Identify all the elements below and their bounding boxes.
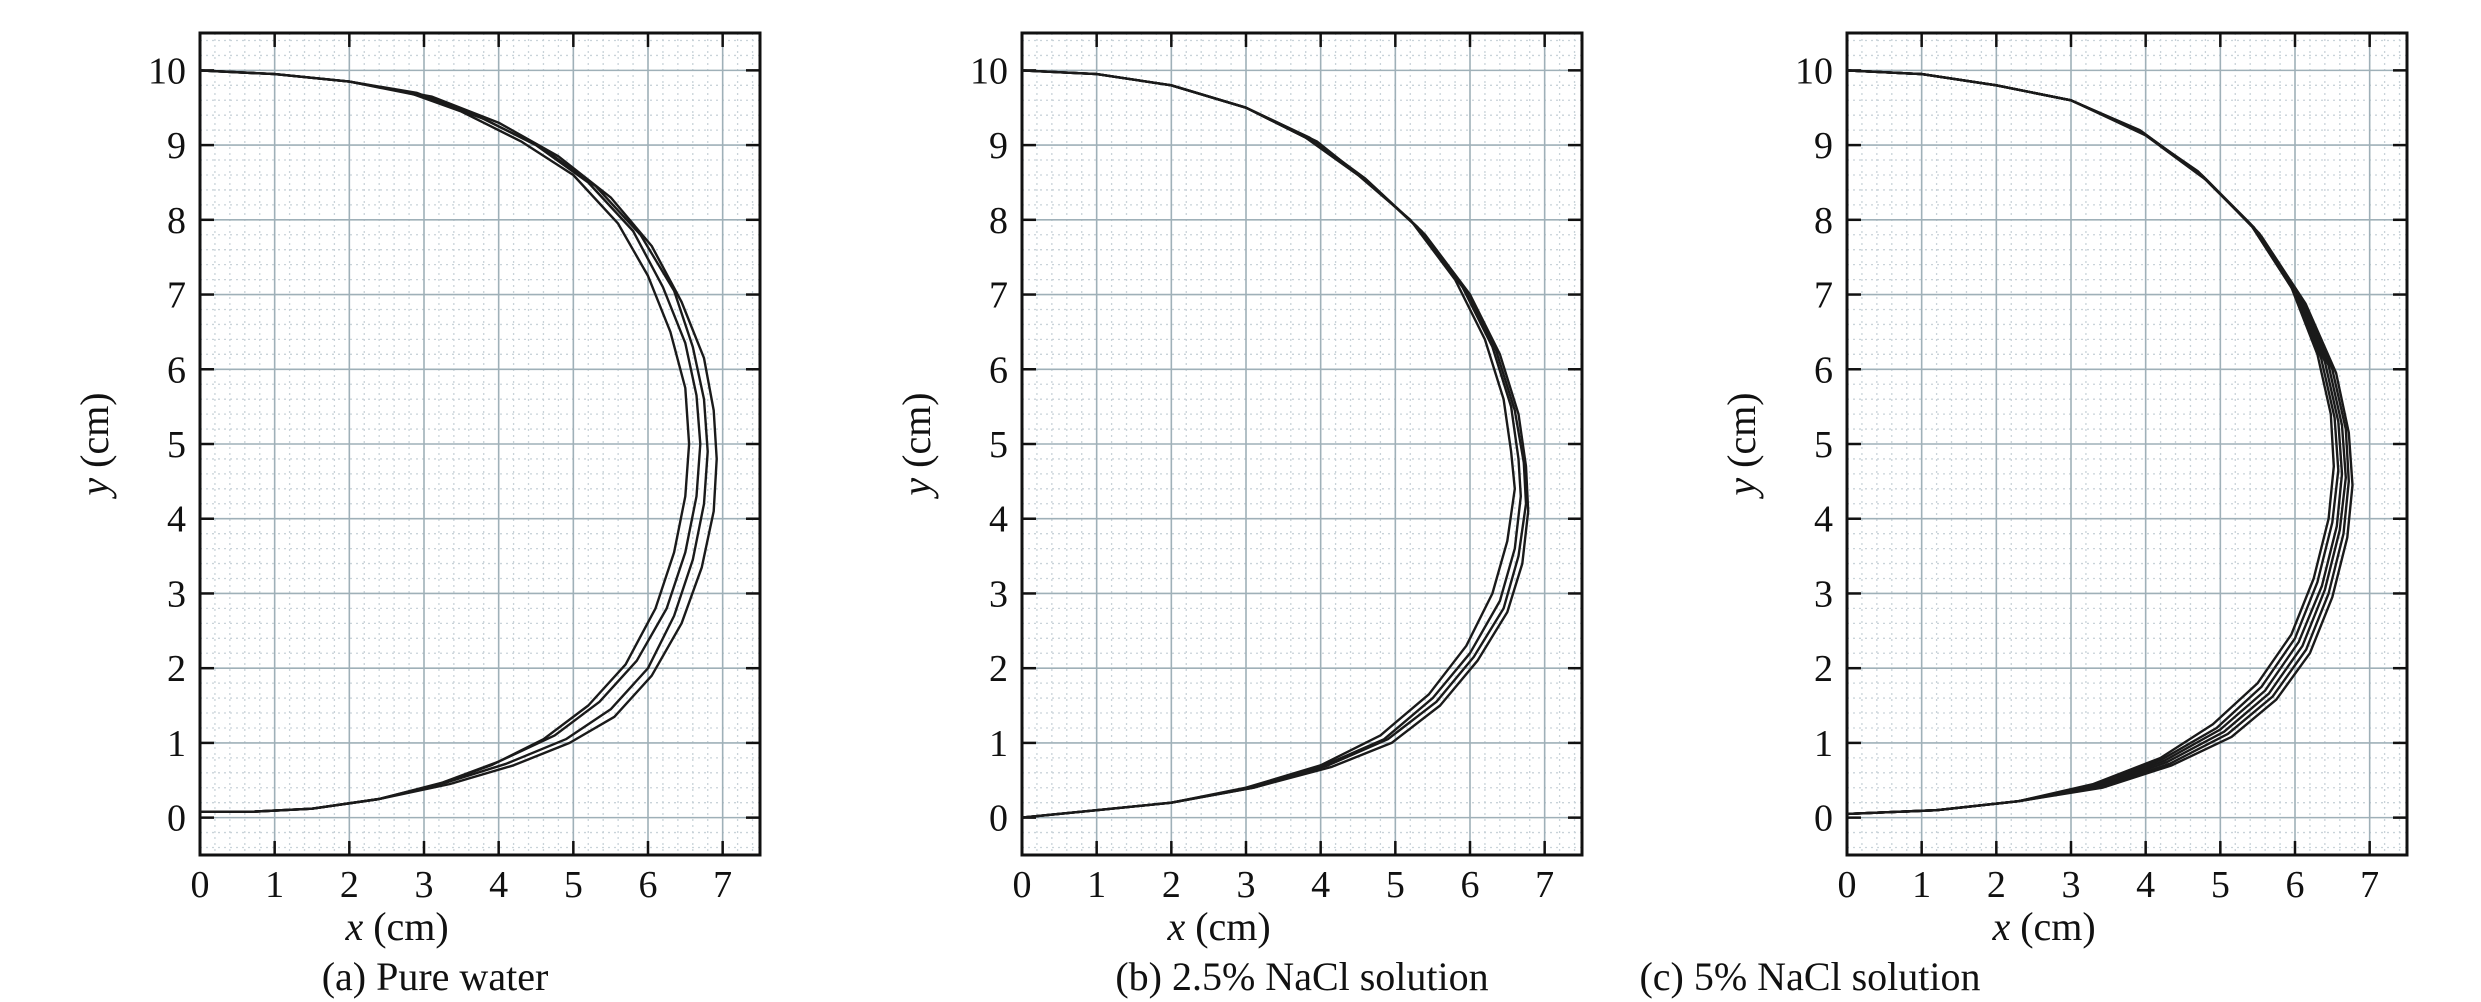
x-axis-label-unit: (cm) [363, 904, 449, 949]
y-axis-label-unit: (cm) [72, 392, 117, 478]
y-tick-label: 9 [167, 125, 186, 167]
y-tick-label: 5 [1814, 424, 1833, 466]
y-tick-label: 6 [167, 349, 186, 391]
y-tick-label: 3 [989, 573, 1008, 615]
y-tick-label: 4 [989, 499, 1008, 541]
x-tick-label: 3 [415, 864, 434, 906]
panel-caption: (b) 2.5% NaCl solution [1115, 954, 1488, 999]
series-line-1 [1846, 69, 2336, 816]
y-tick-label: 2 [989, 648, 1008, 690]
x-tick-label: 6 [2286, 864, 2305, 906]
x-axis-label-var: x [1166, 904, 1185, 949]
x-axis-label-unit: (cm) [1185, 904, 1271, 949]
y-tick-label: 6 [1814, 349, 1833, 391]
panel-caption: (c) 5% NaCl solution [1639, 954, 1980, 999]
x-tick-label: 4 [1311, 864, 1330, 906]
y-tick-label: 9 [989, 125, 1008, 167]
y-tick-label: 0 [989, 798, 1008, 840]
series-line-3 [199, 69, 709, 813]
y-tick-label: 3 [1814, 573, 1833, 615]
x-tick-label: 2 [1162, 864, 1181, 906]
y-tick-label: 7 [1814, 275, 1833, 317]
x-tick-label: 5 [1386, 864, 1405, 906]
x-tick-label: 6 [1461, 864, 1480, 906]
ticks [1845, 33, 2407, 855]
y-tick-label: 4 [1814, 499, 1833, 541]
ticks [1020, 33, 1582, 855]
y-tick-label: 10 [148, 50, 186, 92]
y-axis-label-unit: (cm) [1719, 392, 1764, 478]
series-line-6 [1846, 69, 2354, 816]
y-axis-label: y (cm) [1719, 392, 1764, 499]
y-tick-label: 10 [1795, 50, 1833, 92]
x-tick-label: 0 [1013, 864, 1032, 906]
y-tick-label: 9 [1814, 125, 1833, 167]
x-tick-label: 7 [1535, 864, 1554, 906]
series-line-4 [199, 69, 718, 813]
x-tick-label: 0 [191, 864, 210, 906]
x-tick-label: 0 [1838, 864, 1857, 906]
y-tick-label: 0 [1814, 798, 1833, 840]
y-tick-label: 3 [167, 573, 186, 615]
x-tick-label: 4 [489, 864, 508, 906]
x-tick-label: 1 [1912, 864, 1931, 906]
y-axis-label: y (cm) [894, 392, 939, 499]
grid [1846, 33, 2407, 855]
y-tick-label: 5 [989, 424, 1008, 466]
series-group [1846, 69, 2354, 816]
y-tick-label: 5 [167, 424, 186, 466]
y-tick-label: 4 [167, 499, 186, 541]
y-axis-label-var: y [1719, 478, 1764, 500]
x-axis-label: x (cm) [344, 904, 448, 949]
y-axis-label-unit: (cm) [894, 392, 939, 478]
series-line-1 [199, 69, 691, 813]
y-tick-label: 10 [970, 50, 1008, 92]
x-tick-label: 7 [713, 864, 732, 906]
panel-c: (c) 5% NaCl solution 0 1 2 3 4 5 6 7 0 1 2 3 4 5 6 7 8 9 1… [1639, 31, 2409, 999]
x-tick-label: 6 [639, 864, 658, 906]
y-tick-label: 2 [167, 648, 186, 690]
x-tick-label: 5 [564, 864, 583, 906]
y-tick-label: 1 [1814, 723, 1833, 765]
panel-a: (a) Pure water 0 1 2 3 4 5 6 7 0 1 2 3 4 5 6 7 8 9 10 x (cm… [72, 31, 762, 999]
panel-b: (b) 2.5% NaCl solution 0 1 2 3 4 5 6 7 0 1 2 3 4 5 6 7 8… [894, 31, 1584, 999]
x-tick-label: 4 [2136, 864, 2155, 906]
x-tick-label: 3 [1237, 864, 1256, 906]
x-axis-label-var: x [1991, 904, 2010, 949]
y-tick-label: 0 [167, 798, 186, 840]
x-tick-label: 2 [1987, 864, 2006, 906]
series-line-4 [1021, 69, 1530, 819]
x-axis-label-unit: (cm) [2010, 904, 2096, 949]
ticks [198, 33, 760, 855]
x-tick-label: 1 [265, 864, 284, 906]
y-tick-label: 1 [167, 723, 186, 765]
x-tick-label: 7 [2360, 864, 2379, 906]
x-tick-label: 2 [340, 864, 359, 906]
x-tick-label: 5 [2211, 864, 2230, 906]
y-axis-label-var: y [72, 478, 117, 500]
x-tick-label: 1 [1087, 864, 1106, 906]
series-group [1021, 69, 1530, 819]
x-tick-label: 3 [2062, 864, 2081, 906]
y-tick-label: 2 [1814, 648, 1833, 690]
y-tick-label: 6 [989, 349, 1008, 391]
y-tick-label: 7 [989, 275, 1008, 317]
y-axis-label: y (cm) [72, 392, 117, 499]
series-group [199, 69, 718, 813]
grid [199, 33, 760, 855]
y-axis-label-var: y [894, 478, 939, 500]
y-tick-label: 8 [167, 200, 186, 242]
panel-caption: (a) Pure water [322, 954, 549, 999]
x-axis-label: x (cm) [1166, 904, 1270, 949]
y-tick-label: 7 [167, 275, 186, 317]
y-tick-label: 8 [1814, 200, 1833, 242]
x-axis-label-var: x [344, 904, 363, 949]
y-tick-label: 8 [989, 200, 1008, 242]
x-axis-label: x (cm) [1991, 904, 2095, 949]
y-tick-label: 1 [989, 723, 1008, 765]
grid [1021, 33, 1582, 855]
